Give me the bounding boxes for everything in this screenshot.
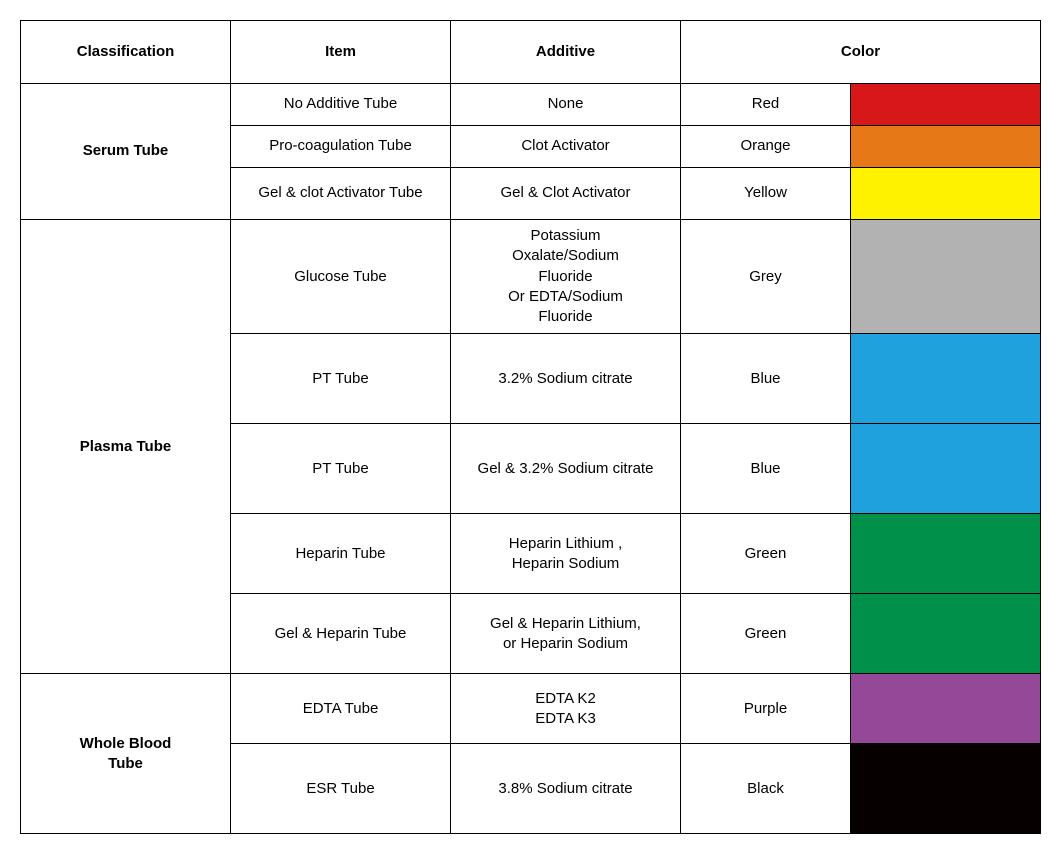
color-name-cell: Orange bbox=[681, 126, 851, 168]
header-item: Item bbox=[231, 21, 451, 84]
additive-cell: Heparin Lithium ,Heparin Sodium bbox=[451, 514, 681, 594]
additive-cell: Clot Activator bbox=[451, 126, 681, 168]
color-name-cell: Green bbox=[681, 514, 851, 594]
item-cell: Heparin Tube bbox=[231, 514, 451, 594]
color-name-cell: Black bbox=[681, 744, 851, 834]
item-cell: No Additive Tube bbox=[231, 84, 451, 126]
tube-classification-table: Classification Item Additive Color Serum… bbox=[20, 20, 1041, 834]
color-swatch bbox=[851, 674, 1041, 744]
additive-cell: 3.8% Sodium citrate bbox=[451, 744, 681, 834]
table-row: Plasma TubeGlucose TubePotassiumOxalate/… bbox=[21, 220, 1041, 334]
color-swatch bbox=[851, 514, 1041, 594]
color-name-cell: Grey bbox=[681, 220, 851, 334]
item-cell: Pro-coagulation Tube bbox=[231, 126, 451, 168]
color-swatch bbox=[851, 594, 1041, 674]
color-name-cell: Red bbox=[681, 84, 851, 126]
color-swatch bbox=[851, 424, 1041, 514]
table-body: Serum TubeNo Additive TubeNoneRedPro-coa… bbox=[21, 84, 1041, 834]
color-name-cell: Blue bbox=[681, 424, 851, 514]
additive-cell: PotassiumOxalate/SodiumFluorideOr EDTA/S… bbox=[451, 220, 681, 334]
color-swatch bbox=[851, 334, 1041, 424]
color-name-cell: Purple bbox=[681, 674, 851, 744]
item-cell: Glucose Tube bbox=[231, 220, 451, 334]
table-row: Serum TubeNo Additive TubeNoneRed bbox=[21, 84, 1041, 126]
header-classification: Classification bbox=[21, 21, 231, 84]
color-name-cell: Yellow bbox=[681, 168, 851, 220]
color-swatch bbox=[851, 84, 1041, 126]
additive-cell: 3.2% Sodium citrate bbox=[451, 334, 681, 424]
item-cell: ESR Tube bbox=[231, 744, 451, 834]
color-swatch bbox=[851, 220, 1041, 334]
header-additive: Additive bbox=[451, 21, 681, 84]
table-row: Whole BloodTubeEDTA TubeEDTA K2EDTA K3Pu… bbox=[21, 674, 1041, 744]
color-swatch bbox=[851, 744, 1041, 834]
additive-cell: EDTA K2EDTA K3 bbox=[451, 674, 681, 744]
classification-cell: Whole BloodTube bbox=[21, 674, 231, 834]
color-swatch bbox=[851, 168, 1041, 220]
color-name-cell: Green bbox=[681, 594, 851, 674]
item-cell: EDTA Tube bbox=[231, 674, 451, 744]
item-cell: Gel & clot Activator Tube bbox=[231, 168, 451, 220]
classification-cell: Serum Tube bbox=[21, 84, 231, 220]
additive-cell: None bbox=[451, 84, 681, 126]
classification-cell: Plasma Tube bbox=[21, 220, 231, 674]
header-color: Color bbox=[681, 21, 1041, 84]
additive-cell: Gel & Clot Activator bbox=[451, 168, 681, 220]
additive-cell: Gel & Heparin Lithium,or Heparin Sodium bbox=[451, 594, 681, 674]
item-cell: PT Tube bbox=[231, 424, 451, 514]
item-cell: PT Tube bbox=[231, 334, 451, 424]
header-row: Classification Item Additive Color bbox=[21, 21, 1041, 84]
color-swatch bbox=[851, 126, 1041, 168]
item-cell: Gel & Heparin Tube bbox=[231, 594, 451, 674]
color-name-cell: Blue bbox=[681, 334, 851, 424]
additive-cell: Gel & 3.2% Sodium citrate bbox=[451, 424, 681, 514]
